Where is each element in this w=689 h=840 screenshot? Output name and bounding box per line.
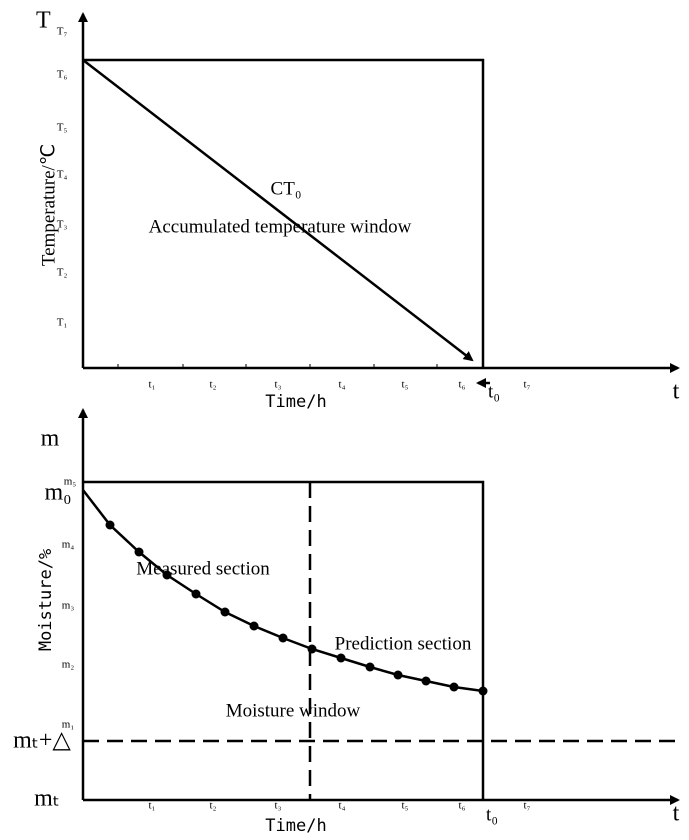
x-tick-label: t₅ [402, 379, 409, 391]
start-label: m₀ [44, 480, 71, 506]
window-border [83, 58, 485, 368]
x-tick-label: t₁ [149, 379, 156, 391]
window-label: Moisture window [226, 700, 361, 721]
x-tick-label: t₆ [459, 800, 466, 812]
x-tick-label: t₄ [339, 800, 346, 812]
point [393, 670, 403, 680]
y-tick-label: m₅ [64, 476, 77, 488]
point [449, 682, 459, 692]
point [105, 520, 115, 530]
x-label: Time/h [265, 816, 326, 836]
origin-label: mₜ [34, 786, 60, 812]
x-tick-label: t₂ [210, 800, 217, 812]
y-tick-label: m₃ [62, 600, 75, 612]
x-tick-label: t₄ [339, 379, 346, 391]
x-tick-label: t₂ [210, 379, 217, 391]
point [307, 644, 317, 654]
temperature-line [82, 59, 474, 362]
y-tick-label: m₁ [62, 719, 75, 731]
point [249, 621, 259, 631]
y-tick-label: T₄ [57, 169, 68, 181]
threshold-label: mₜ+△ [13, 728, 71, 754]
y-tick-label: T₇ [57, 26, 68, 38]
point [421, 676, 431, 686]
point [478, 686, 488, 696]
x-tick-label: t₁ [149, 800, 156, 812]
end-time: t₀ [486, 804, 498, 825]
moisture-curve [82, 489, 484, 693]
y-tick-label: T₃ [57, 219, 68, 231]
prediction-label: Prediction section [335, 633, 472, 654]
y-symbol: T [36, 8, 51, 34]
x-label: Time/h [265, 392, 326, 412]
x-tick-label: t₃ [275, 379, 282, 391]
temperature-panel: T Temperature/℃ T₁ T₂ T₃ T₄ T₅ T₆ T₇ t₁ … [36, 8, 680, 412]
line-label: CT₀ [271, 178, 302, 199]
measured-label: Measured section [136, 558, 270, 579]
y-tick-label: T₂ [57, 267, 68, 279]
point [336, 653, 346, 663]
point [134, 547, 144, 557]
x-tick-label: t₃ [275, 800, 282, 812]
end-time: t₀ [488, 381, 500, 402]
y-label: Temperature/℃ [38, 144, 59, 266]
y-symbol: m [41, 426, 60, 452]
x-symbol: t [673, 379, 680, 405]
y-tick-label: m₂ [62, 659, 75, 671]
y-tick-label: T₁ [57, 317, 68, 329]
point [191, 589, 201, 599]
points [105, 520, 488, 696]
y-tick-label: m₄ [62, 539, 75, 551]
x-symbol: t [673, 801, 680, 827]
window-label: Accumulated temperature window [149, 216, 412, 237]
point [278, 633, 288, 643]
y-tick-label: T₅ [57, 122, 68, 134]
x-tick-label: t₅ [402, 800, 409, 812]
x-tick-label: t₆ [459, 379, 466, 391]
x-tick-label: t₇ [524, 800, 531, 812]
y-label: Moisture/% [36, 549, 56, 651]
point [220, 607, 230, 617]
x-tick-label: t₇ [524, 379, 531, 391]
point [162, 570, 172, 580]
moisture-panel: m m₀ mₜ+△ mₜ Moisture/% m₁ m₂ m₃ m₄ m₅ t… [13, 408, 680, 836]
point [365, 662, 375, 672]
y-tick-label: T₆ [57, 69, 68, 81]
